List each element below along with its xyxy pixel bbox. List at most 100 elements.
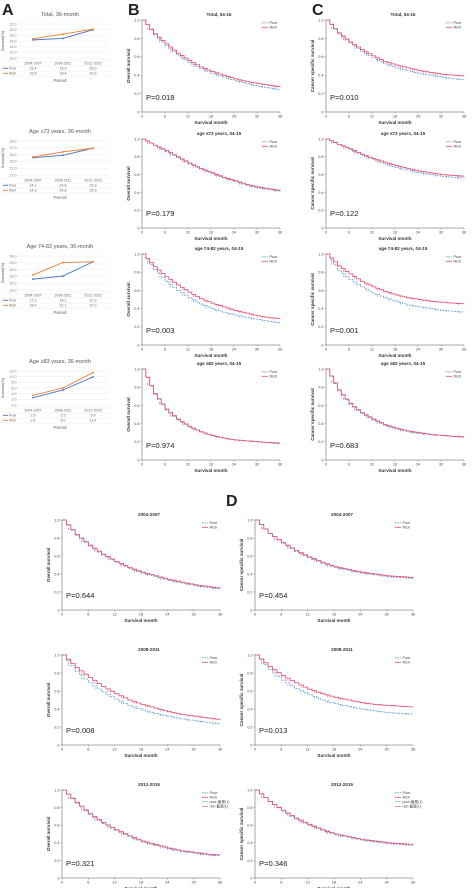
data-point	[92, 28, 94, 30]
x-tick-label: 30	[439, 231, 443, 235]
p-value: P=0.003	[146, 326, 175, 335]
p-value: P=0.008	[66, 726, 95, 735]
survival-curve-rich	[142, 368, 281, 444]
survival-curve-poor	[326, 368, 464, 437]
x-tick-label: 18	[139, 881, 143, 885]
y-tick-label: 21.0	[10, 167, 17, 171]
km-chart-d5: 2012-2015 0 0.2 0.4 0.6 0.8 1.0 0 6 12 18 24 30 36 Sur…	[46, 782, 229, 888]
chart-title: age 74-82 years, 04-15	[379, 246, 428, 251]
x-tick-label: 18	[393, 115, 397, 119]
survival-curve-rich	[255, 789, 414, 845]
survival-curve-poor	[142, 138, 281, 192]
x-tick-label: 36	[218, 881, 222, 885]
x-tick-label: 24	[416, 115, 420, 119]
y-tick-label: 0.6	[134, 289, 139, 293]
panel-a-chart: Age ≤73 years, 36-month Survival(%) 29.0 27…	[0, 129, 112, 200]
y-tick-label: 0.4	[247, 841, 252, 845]
data-point	[92, 260, 94, 263]
y-tick-label: 0.6	[318, 404, 323, 408]
x-tick-label: 6	[87, 881, 89, 885]
y-tick-label: 1.0	[318, 252, 323, 256]
x-tick-label: 24	[232, 463, 236, 467]
x-tick-label: 0	[141, 115, 143, 119]
x-tick-label: 24	[232, 231, 236, 235]
survival-curve-rich	[62, 519, 221, 589]
chart-title: Age ≤73 years, 36-month	[29, 129, 91, 135]
legend-label: Poor	[210, 791, 219, 795]
survival-curve-rich	[326, 253, 465, 305]
legend-label: Rich	[210, 661, 218, 665]
p-value: P=0.122	[330, 209, 359, 218]
chart-title: 2012-2015	[138, 782, 160, 787]
x-tick-label: 30	[385, 881, 389, 885]
y-tick-label: 25.0	[10, 153, 17, 157]
panel-letter-a: A	[2, 2, 14, 19]
y-tick-label: 4.0	[12, 392, 17, 396]
x-tick-label: 30	[385, 613, 389, 617]
legend-label: Poor	[270, 255, 279, 259]
y-tick-label: 0	[137, 226, 139, 230]
x-tick-label: 18	[209, 115, 213, 119]
legend-label: Rich	[210, 796, 218, 800]
table-cell: 16.8	[30, 72, 37, 76]
y-tick-label: 0.2	[134, 440, 139, 444]
x-tick-label: 24	[232, 348, 236, 352]
table-cell: 18.4	[30, 304, 37, 308]
table-row-label: Poor	[9, 67, 17, 71]
survival-curve-rich	[326, 368, 465, 438]
y-axis-label: Cancer specific survival	[310, 157, 315, 210]
y-tick-label: 0.8	[134, 386, 139, 390]
table-row-label: Rich	[9, 189, 16, 193]
x-tick-label: 12	[113, 613, 117, 617]
x-axis-label: Survival month	[124, 753, 157, 758]
y-tick-label: 27.0	[10, 146, 17, 150]
x-tick-label: 18	[393, 348, 397, 352]
legend-label: Rich	[210, 526, 218, 530]
y-axis-label: Cancer specific survival	[310, 40, 315, 93]
x-tick-label: 6	[164, 115, 166, 119]
legend-label: Poor	[270, 140, 279, 144]
y-tick-label: 0.4	[134, 74, 139, 78]
y-axis-label: Overall survival	[46, 683, 51, 717]
x-tick-label: 12	[306, 748, 310, 752]
x-axis-label: Survival month	[194, 353, 227, 358]
km-chart-d6: 2012-2015 0 0.2 0.4 0.6 0.8 1.0 0 6 12 18 24 30 36 Sur…	[239, 782, 422, 888]
survival-curve-rich	[255, 654, 414, 708]
y-tick-label: 0.8	[247, 806, 252, 810]
x-tick-label: 12	[306, 881, 310, 885]
y-tick-label: 0.4	[318, 307, 323, 311]
data-point	[62, 275, 64, 277]
y-tick-label: 0.2	[134, 325, 139, 329]
series-line-rich	[32, 261, 94, 276]
legend-label: Rich	[454, 145, 462, 149]
x-tick-label: 30	[255, 115, 259, 119]
x-tick-label: 24	[416, 231, 420, 235]
x-tick-label: 12	[186, 463, 190, 467]
table-header-period: 2008-2011	[55, 294, 72, 298]
chart-title: 2004-2007	[331, 512, 353, 517]
y-axis-label: Survival(%)	[0, 147, 5, 168]
legend-label: Rich	[270, 260, 278, 264]
y-tick-label: 18.0	[10, 34, 17, 38]
x-tick-label: 12	[113, 881, 117, 885]
legend-label: Poor	[454, 255, 463, 259]
x-tick-label: 30	[192, 881, 196, 885]
y-tick-label: 0.8	[247, 536, 252, 540]
km-chart-b3: age 74-82 years, 04-15 0 0.2 0.4 0.6 0.8 1.0 0 6…	[126, 246, 282, 358]
x-tick-label: 24	[416, 463, 420, 467]
x-tick-label: 6	[280, 748, 282, 752]
x-tick-label: 36	[278, 463, 282, 467]
km-chart-c3: age 74-82 years, 04-15 0 0.2 0.4 0.6 0.8 1.0 0 6…	[310, 246, 466, 358]
x-tick-label: 18	[332, 748, 336, 752]
legend-label: Rich	[270, 375, 278, 379]
legend-label: Poor	[210, 656, 219, 660]
x-tick-label: 36	[278, 348, 282, 352]
table-cell: 9.9	[91, 414, 96, 418]
x-tick-label: 6	[348, 115, 350, 119]
y-tick-label: 1.0	[247, 788, 252, 792]
table-cell: 11.4	[90, 419, 97, 423]
y-tick-label: 0	[321, 458, 323, 462]
legend-label: Rich	[270, 26, 278, 30]
x-tick-label: 24	[165, 613, 169, 617]
y-tick-label: 12.0	[10, 51, 17, 55]
